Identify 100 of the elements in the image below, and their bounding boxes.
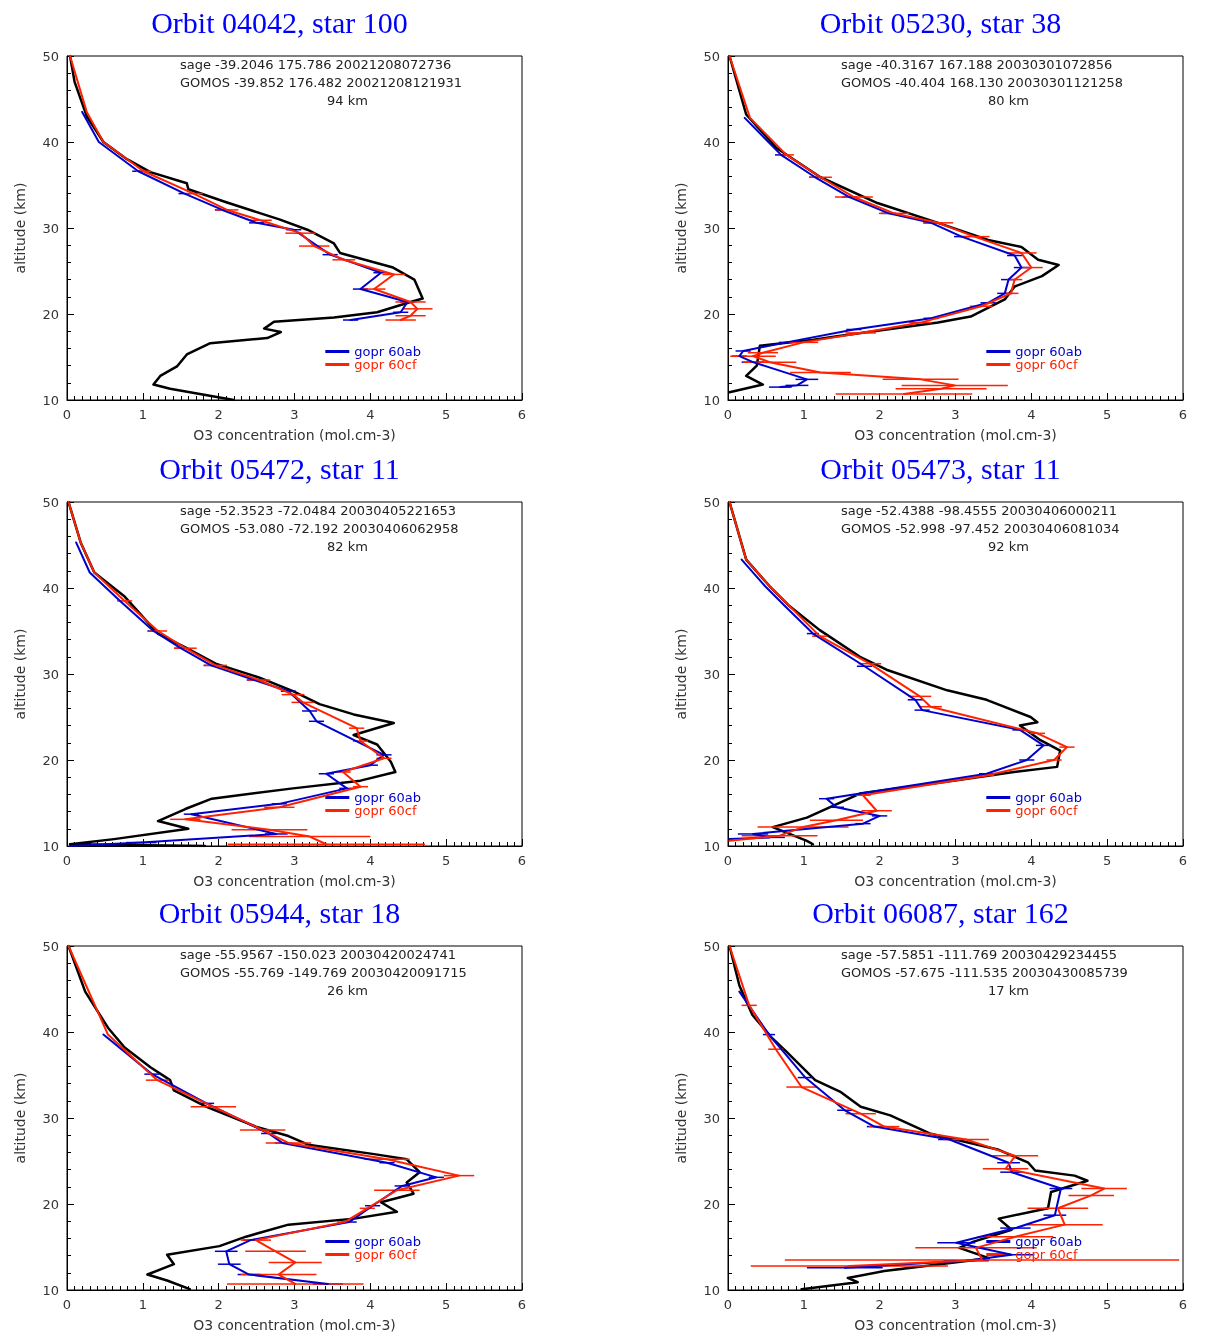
y-tick-label: 30 xyxy=(42,220,59,236)
y-axis-title: altitude (km) xyxy=(673,1072,689,1164)
chart-title: Orbit 06087, star 162 xyxy=(812,895,1069,929)
annotation: 92 km xyxy=(988,539,1029,554)
x-tick-label: 4 xyxy=(366,853,375,868)
annotation: GOMOS -57.675 -111.535 20030430085739 xyxy=(841,965,1128,980)
y-tick-label: 50 xyxy=(703,494,720,510)
annotation: sage -57.5851 -111.769 20030429234455 xyxy=(841,947,1118,962)
x-tick-label: 5 xyxy=(1103,853,1112,868)
x-tick-label: 5 xyxy=(442,407,451,422)
x-axis-title: O3 concentration (mol.cm-3) xyxy=(854,873,1057,889)
annotation: GOMOS -53.080 -72.192 20030406062958 xyxy=(180,521,459,536)
y-tick-label: 40 xyxy=(42,1024,59,1040)
y-tick-label: 10 xyxy=(42,392,59,408)
legend-label: gopr 60ab xyxy=(354,344,422,359)
x-tick-label: 4 xyxy=(1027,853,1036,868)
annotation: GOMOS -52.998 -97.452 20030406081034 xyxy=(841,521,1120,536)
y-axis-title: altitude (km) xyxy=(12,628,28,720)
y-axis-title: altitude (km) xyxy=(12,1072,28,1164)
x-tick-label: 3 xyxy=(290,407,299,422)
x-tick-label: 6 xyxy=(517,853,527,868)
x-tick-label: 3 xyxy=(951,407,960,422)
annotation: sage -52.4388 -98.4555 20030406000211 xyxy=(841,503,1118,518)
annotation: sage -52.3523 -72.0484 20030405221653 xyxy=(180,503,457,518)
y-tick-label: 30 xyxy=(703,1110,720,1126)
annotation: 94 km xyxy=(327,93,368,108)
y-tick-label: 30 xyxy=(703,666,720,682)
x-tick-label: 2 xyxy=(875,407,884,422)
x-tick-label: 3 xyxy=(951,1297,960,1312)
y-axis-title: altitude (km) xyxy=(673,182,689,274)
y-tick-label: 40 xyxy=(703,134,720,150)
chart-title: Orbit 05944, star 18 xyxy=(158,895,401,929)
legend-label: gopr 60ab xyxy=(1015,1234,1083,1249)
y-tick-label: 50 xyxy=(703,48,720,64)
x-tick-label: 3 xyxy=(951,853,960,868)
y-tick-label: 40 xyxy=(42,580,59,596)
x-tick-label: 4 xyxy=(1027,1297,1036,1312)
x-axis-title: O3 concentration (mol.cm-3) xyxy=(193,1317,396,1333)
y-tick-label: 50 xyxy=(42,48,59,64)
x-tick-label: 5 xyxy=(1103,1297,1112,1312)
x-tick-label: 1 xyxy=(138,407,147,422)
x-tick-label: 2 xyxy=(875,853,884,868)
chart-title: Orbit 05473, star 11 xyxy=(820,451,1061,485)
y-tick-label: 10 xyxy=(703,1282,720,1298)
x-tick-label: 0 xyxy=(723,1297,733,1312)
annotation: sage -55.9567 -150.023 20030420024741 xyxy=(180,947,457,962)
x-tick-label: 2 xyxy=(875,1297,884,1312)
x-tick-label: 1 xyxy=(138,1297,147,1312)
x-tick-label: 5 xyxy=(1103,407,1112,422)
x-axis-title: O3 concentration (mol.cm-3) xyxy=(193,427,396,443)
x-tick-label: 3 xyxy=(290,853,299,868)
y-tick-label: 30 xyxy=(42,1110,59,1126)
y-axis-title: altitude (km) xyxy=(12,182,28,274)
x-axis-title: O3 concentration (mol.cm-3) xyxy=(854,1317,1057,1333)
y-tick-label: 20 xyxy=(703,752,720,768)
y-tick-label: 50 xyxy=(42,494,59,510)
y-tick-label: 10 xyxy=(703,392,720,408)
y-tick-label: 40 xyxy=(703,1024,720,1040)
x-tick-label: 1 xyxy=(138,853,147,868)
x-tick-label: 6 xyxy=(1178,1297,1188,1312)
x-tick-label: 6 xyxy=(1178,853,1188,868)
x-tick-label: 5 xyxy=(442,853,451,868)
x-tick-label: 1 xyxy=(799,1297,808,1312)
x-tick-label: 4 xyxy=(366,1297,375,1312)
x-tick-label: 0 xyxy=(62,1297,72,1312)
chart-title: Orbit 05230, star 38 xyxy=(819,5,1062,39)
chart-title: Orbit 05472, star 11 xyxy=(159,451,400,485)
x-axis-title: O3 concentration (mol.cm-3) xyxy=(854,427,1057,443)
x-tick-label: 3 xyxy=(290,1297,299,1312)
x-tick-label: 2 xyxy=(214,853,223,868)
legend-label: gopr 60ab xyxy=(1015,790,1083,805)
x-tick-label: 4 xyxy=(366,407,375,422)
y-tick-label: 40 xyxy=(42,134,59,150)
legend-label: gopr 60ab xyxy=(1015,344,1083,359)
y-tick-label: 30 xyxy=(703,220,720,236)
y-tick-label: 20 xyxy=(703,306,720,322)
y-tick-label: 20 xyxy=(42,306,59,322)
y-tick-label: 40 xyxy=(703,580,720,596)
x-tick-label: 5 xyxy=(442,1297,451,1312)
x-tick-label: 2 xyxy=(214,1297,223,1312)
x-tick-label: 4 xyxy=(1027,407,1036,422)
y-tick-label: 10 xyxy=(42,838,59,854)
annotation: sage -39.2046 175.786 20021208072736 xyxy=(180,57,452,72)
annotation: GOMOS -40.404 168.130 20030301121258 xyxy=(841,75,1124,90)
x-tick-label: 1 xyxy=(799,853,808,868)
y-tick-label: 50 xyxy=(42,938,59,954)
x-tick-label: 0 xyxy=(723,853,733,868)
x-tick-label: 0 xyxy=(62,407,72,422)
annotation: GOMOS -55.769 -149.769 20030420091715 xyxy=(180,965,467,980)
annotation: 82 km xyxy=(327,539,368,554)
annotation: 80 km xyxy=(988,93,1029,108)
annotation: GOMOS -39.852 176.482 20021208121931 xyxy=(180,75,463,90)
chart-title: Orbit 04042, star 100 xyxy=(151,5,408,39)
y-tick-label: 10 xyxy=(703,838,720,854)
x-tick-label: 6 xyxy=(1178,407,1188,422)
y-tick-label: 20 xyxy=(703,1196,720,1212)
y-tick-label: 30 xyxy=(42,666,59,682)
y-axis-title: altitude (km) xyxy=(673,628,689,720)
annotation: 26 km xyxy=(327,983,368,998)
x-tick-label: 1 xyxy=(799,407,808,422)
